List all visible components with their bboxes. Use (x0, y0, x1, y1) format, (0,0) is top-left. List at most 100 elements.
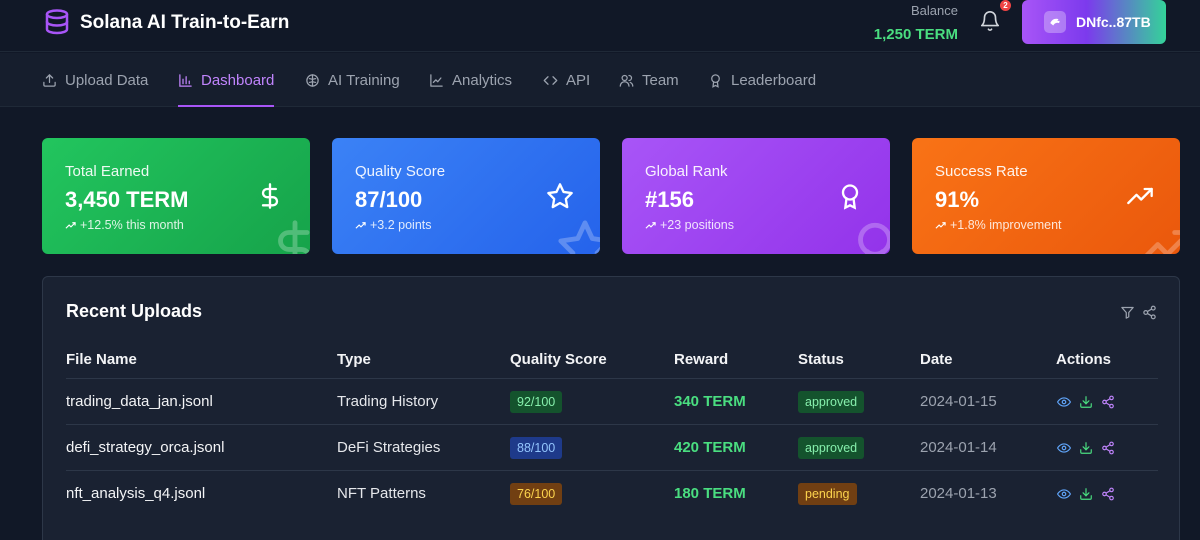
wallet-button[interactable]: DNfc..87TB (1022, 0, 1166, 44)
app-title: Solana AI Train-to-Earn (80, 12, 290, 33)
brand[interactable]: Solana AI Train-to-Earn (42, 8, 289, 38)
stat-change: +23 positions (645, 217, 890, 233)
share-icon[interactable] (1142, 305, 1157, 320)
tab-label: API (566, 71, 591, 89)
eye-icon[interactable] (1057, 441, 1071, 455)
trending-up-icon (645, 221, 656, 229)
download-icon[interactable] (1079, 487, 1093, 501)
column-header-reward[interactable]: Reward (674, 351, 729, 368)
file-type: DeFi Strategies (337, 439, 441, 456)
stat-change-text: +12.5% this month (80, 218, 184, 232)
row-actions (1057, 487, 1123, 501)
download-icon[interactable] (1079, 395, 1093, 409)
award-watermark-icon (858, 222, 890, 254)
stat-value: 3,450 TERM (65, 187, 189, 212)
upload-date: 2024-01-13 (920, 485, 997, 502)
status-badge: approved (798, 437, 865, 459)
tab-upload-data[interactable]: Upload Data (42, 53, 148, 107)
tab-label: Leaderboard (731, 71, 817, 89)
stat-card-success-rate: Success Rate 91% +1.8% improvement (912, 138, 1180, 254)
file-type: NFT Patterns (337, 485, 426, 502)
trending-up-icon (65, 221, 76, 229)
column-header-type[interactable]: Type (337, 351, 371, 368)
share-icon[interactable] (1101, 441, 1115, 455)
app-header: Solana AI Train-to-Earn Balance 1,250 TE… (0, 0, 1200, 52)
file-name[interactable]: nft_analysis_q4.jsonl (66, 485, 206, 502)
main-nav: Upload Data Dashboard AI Training Analyt… (0, 53, 1200, 107)
tab-leaderboard[interactable]: Leaderboard (708, 53, 816, 107)
tab-label: Analytics (452, 71, 513, 89)
upload-icon (43, 73, 56, 87)
stat-label: Global Rank (645, 163, 728, 180)
line-chart-icon (430, 73, 443, 87)
upload-date: 2024-01-15 (920, 393, 997, 410)
stat-value: #156 (645, 187, 694, 212)
dollar-icon (261, 183, 279, 209)
stat-change-text: +3.2 points (370, 218, 432, 232)
balance-label: Balance (911, 3, 958, 18)
tab-team[interactable]: Team (619, 53, 679, 107)
database-icon (45, 9, 69, 35)
stat-change-text: +1.8% improvement (950, 218, 1062, 232)
row-divider (66, 424, 1158, 425)
wallet-icon (1044, 11, 1066, 33)
quality-badge: 76/100 (510, 483, 563, 505)
eye-icon[interactable] (1057, 487, 1071, 501)
stat-change: +1.8% improvement (935, 217, 1180, 233)
share-icon[interactable] (1101, 487, 1115, 501)
tab-label: AI Training (328, 71, 400, 89)
users-icon (619, 74, 634, 87)
stat-card-global-rank: Global Rank #156 +23 positions (622, 138, 890, 254)
bell-icon[interactable] (979, 10, 1001, 32)
quality-badge: 88/100 (510, 437, 563, 459)
bar-chart-icon (179, 73, 192, 87)
wallet-address: DNfc..87TB (1076, 14, 1151, 30)
award-icon (711, 73, 720, 88)
stat-label: Total Earned (65, 163, 150, 180)
balance-value: 1,250 TERM (873, 26, 958, 43)
quality-badge: 92/100 (510, 391, 563, 413)
trending-up-icon (355, 221, 366, 229)
trending-up-icon (1127, 187, 1153, 205)
stat-change-text: +23 positions (660, 218, 735, 232)
share-icon[interactable] (1101, 395, 1115, 409)
brain-icon (306, 73, 319, 87)
trending-up-watermark-icon (1144, 230, 1180, 254)
award-icon (841, 184, 859, 210)
file-name[interactable]: defi_strategy_orca.jsonl (66, 439, 225, 456)
panel-title: Recent Uploads (66, 301, 203, 321)
stat-card-quality-score: Quality Score 87/100 +3.2 points (332, 138, 600, 254)
tab-ai-training[interactable]: AI Training (305, 53, 400, 107)
stat-value: 91% (935, 187, 980, 212)
column-header-date[interactable]: Date (920, 351, 953, 368)
file-name[interactable]: trading_data_jan.jsonl (66, 393, 213, 410)
column-header-actions: Actions (1056, 351, 1112, 368)
stat-change: +12.5% this month (65, 217, 310, 233)
row-actions (1057, 441, 1123, 455)
eye-icon[interactable] (1057, 395, 1071, 409)
reward-value: 340 TERM (674, 393, 746, 410)
download-icon[interactable] (1079, 441, 1093, 455)
upload-date: 2024-01-14 (920, 439, 997, 456)
trending-up-icon (935, 221, 946, 229)
tab-dashboard[interactable]: Dashboard (178, 53, 275, 107)
tab-analytics[interactable]: Analytics (429, 53, 512, 107)
status-badge: pending (798, 483, 857, 505)
reward-value: 180 TERM (674, 485, 746, 502)
file-type: Trading History (337, 393, 439, 410)
reward-value: 420 TERM (674, 439, 746, 456)
tab-label: Dashboard (201, 71, 275, 89)
column-header-status[interactable]: Status (798, 351, 844, 368)
column-header-quality-score[interactable]: Quality Score (510, 351, 607, 368)
balance-display: Balance 1,250 TERM (874, 3, 958, 47)
column-header-file-name[interactable]: File Name (66, 351, 137, 368)
filter-icon[interactable] (1120, 305, 1135, 320)
notification-badge: 2 (1000, 0, 1011, 11)
stat-change: +3.2 points (355, 217, 600, 233)
row-divider (66, 378, 1158, 379)
row-actions (1057, 395, 1123, 409)
tab-label: Upload Data (65, 71, 149, 89)
tab-api[interactable]: API (543, 53, 590, 107)
stat-label: Quality Score (355, 163, 446, 180)
dollar-watermark-icon (278, 220, 310, 254)
